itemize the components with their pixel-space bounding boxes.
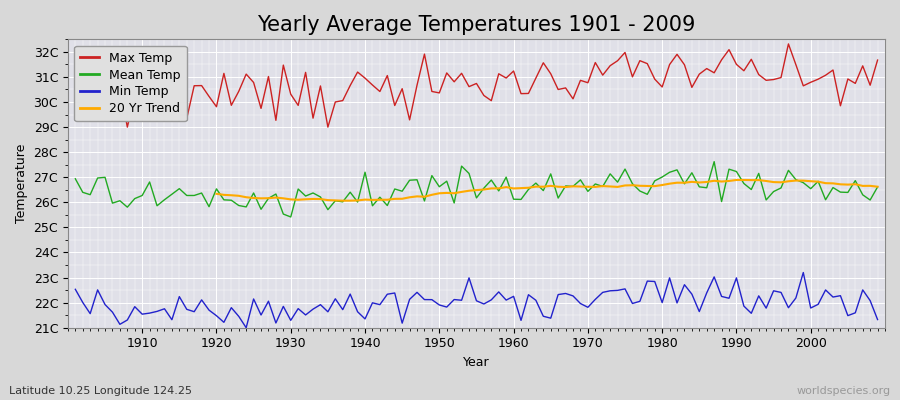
Legend: Max Temp, Mean Temp, Min Temp, 20 Yr Trend: Max Temp, Mean Temp, Min Temp, 20 Yr Tre… bbox=[74, 46, 187, 121]
X-axis label: Year: Year bbox=[464, 356, 490, 369]
Title: Yearly Average Temperatures 1901 - 2009: Yearly Average Temperatures 1901 - 2009 bbox=[257, 15, 696, 35]
Text: worldspecies.org: worldspecies.org bbox=[796, 386, 891, 396]
Text: Latitude 10.25 Longitude 124.25: Latitude 10.25 Longitude 124.25 bbox=[9, 386, 192, 396]
Y-axis label: Temperature: Temperature bbox=[15, 144, 28, 223]
